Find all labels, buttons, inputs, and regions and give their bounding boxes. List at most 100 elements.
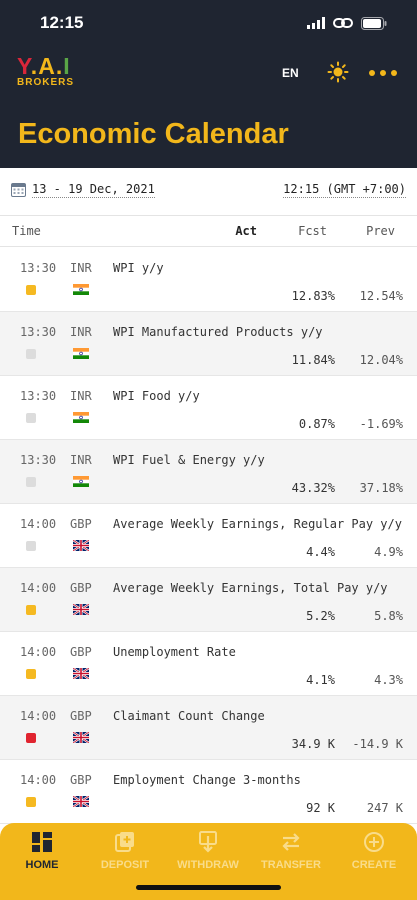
home-indicator (136, 885, 281, 890)
event-row[interactable]: 14:00 GBP Unemployment Rate 4.1% 4.3% (0, 632, 417, 696)
title-bar: Economic Calendar (0, 110, 417, 168)
event-row[interactable]: 13:30 INR WPI y/y 12.83% 12.54% (0, 248, 417, 312)
app-header: Y.A.I BROKERS EN (0, 46, 417, 110)
uk-flag-icon (73, 796, 89, 807)
event-row[interactable]: 13:30 INR WPI Fuel & Energy y/y 43.32% 37.18… (0, 440, 417, 504)
nav-home[interactable]: HOME (2, 831, 82, 871)
event-currency: INR (70, 325, 92, 339)
event-time: 14:00 (20, 581, 57, 595)
event-name: Claimant Count Change (113, 709, 265, 723)
nav-create-label: CREATE (351, 859, 397, 871)
uk-flag-icon (73, 668, 89, 679)
event-row[interactable]: 14:00 GBP Claimant Count Change 34.9 K -14.9… (0, 696, 417, 760)
uk-flag-icon (73, 540, 89, 551)
logo-subtitle: BROKERS (17, 77, 75, 88)
column-header-time: Time (12, 224, 41, 238)
column-header-act: Act (235, 224, 257, 238)
withdraw-icon (199, 831, 217, 853)
event-forecast: 0.87% (298, 417, 335, 431)
event-currency: GBP (70, 773, 92, 787)
importance-indicator (26, 541, 36, 551)
event-time: 13:30 (20, 453, 57, 467)
event-time: 13:30 (20, 325, 57, 339)
event-previous: -14.9 K (352, 737, 403, 751)
plus-circle-icon (364, 832, 384, 852)
nav-withdraw-label: WITHDRAW (177, 859, 239, 871)
date-filter-row: 13 - 19 Dec, 2021 12:15 (GMT +7:00) (0, 168, 417, 216)
event-name: WPI Manufactured Products y/y (113, 325, 323, 339)
event-forecast: 12.83% (291, 289, 335, 303)
timezone-selector[interactable]: 12:15 (GMT +7:00) (283, 182, 406, 198)
sun-icon[interactable] (327, 61, 349, 83)
home-grid-icon (32, 832, 52, 852)
event-currency: INR (70, 389, 92, 403)
logo[interactable]: Y.A.I BROKERS (17, 54, 74, 88)
uk-flag-icon (73, 604, 89, 615)
importance-indicator (26, 669, 36, 679)
importance-indicator (26, 605, 36, 615)
event-previous: 247 K (366, 801, 403, 815)
importance-indicator (26, 797, 36, 807)
event-name: WPI Fuel & Energy y/y (113, 453, 265, 467)
event-currency: GBP (70, 709, 92, 723)
event-previous: -1.69% (359, 417, 403, 431)
column-header-row: Time Act Fcst Prev (0, 216, 417, 247)
event-list: 13:30 INR WPI y/y 12.83% 12.54% 13:30 INR WPI M… (0, 248, 417, 824)
event-row[interactable]: 14:00 GBP Employment Change 3-months 92 K 24… (0, 760, 417, 824)
event-currency: GBP (70, 645, 92, 659)
event-name: WPI y/y (113, 261, 164, 275)
event-forecast: 5.2% (306, 609, 335, 623)
importance-indicator (26, 477, 36, 487)
nav-transfer[interactable]: TRANSFER (251, 831, 331, 871)
event-currency: GBP (70, 581, 92, 595)
event-currency: INR (70, 453, 92, 467)
event-previous: 12.04% (359, 353, 403, 367)
nav-transfer-label: TRANSFER (261, 859, 321, 871)
india-flag-icon (73, 412, 89, 423)
event-previous: 4.3% (374, 673, 403, 687)
event-previous: 5.8% (374, 609, 403, 623)
more-options-icon[interactable] (369, 70, 397, 76)
event-time: 14:00 (20, 517, 57, 531)
column-header-fcst: Fcst (298, 224, 327, 238)
india-flag-icon (73, 476, 89, 487)
status-time: 12:15 (40, 13, 84, 32)
nav-withdraw[interactable]: WITHDRAW (168, 831, 248, 871)
india-flag-icon (73, 348, 89, 359)
date-range-picker[interactable]: 13 - 19 Dec, 2021 (32, 182, 155, 198)
event-previous: 12.54% (359, 289, 403, 303)
status-bar: 12:15 (0, 0, 417, 46)
transfer-icon (282, 833, 300, 851)
nav-home-label: HOME (25, 859, 59, 871)
logo-text: Y.A.I (17, 53, 71, 79)
event-time: 13:30 (20, 261, 57, 275)
importance-indicator (26, 349, 36, 359)
nav-deposit-label: DEPOSIT (100, 859, 150, 871)
uk-flag-icon (73, 732, 89, 743)
event-name: WPI Food y/y (113, 389, 200, 403)
signal-icon (307, 17, 325, 29)
event-time: 13:30 (20, 389, 57, 403)
event-time: 14:00 (20, 773, 57, 787)
calendar-icon[interactable] (11, 182, 26, 197)
event-row[interactable]: 13:30 INR WPI Food y/y 0.87% -1.69% (0, 376, 417, 440)
nav-create[interactable]: CREATE (334, 831, 414, 871)
event-forecast: 43.32% (291, 481, 335, 495)
event-forecast: 34.9 K (291, 737, 335, 751)
link-icon (333, 18, 353, 28)
language-selector[interactable]: EN (282, 66, 299, 80)
event-time: 14:00 (20, 709, 57, 723)
column-header-prev: Prev (366, 224, 395, 238)
event-forecast: 4.1% (306, 673, 335, 687)
importance-indicator (26, 285, 36, 295)
event-forecast: 92 K (306, 801, 335, 815)
nav-deposit[interactable]: DEPOSIT (85, 831, 165, 871)
event-row[interactable]: 14:00 GBP Average Weekly Earnings, Total P… (0, 568, 417, 632)
page-title: Economic Calendar (18, 118, 289, 150)
deposit-icon (115, 832, 134, 852)
event-row[interactable]: 13:30 INR WPI Manufactured Products y/y 11.… (0, 312, 417, 376)
event-forecast: 11.84% (291, 353, 335, 367)
event-name: Average Weekly Earnings, Total Pay y/y (113, 581, 388, 595)
event-name: Average Weekly Earnings, Regular Pay y/y (113, 517, 402, 531)
event-row[interactable]: 14:00 GBP Average Weekly Earnings, Regular… (0, 504, 417, 568)
